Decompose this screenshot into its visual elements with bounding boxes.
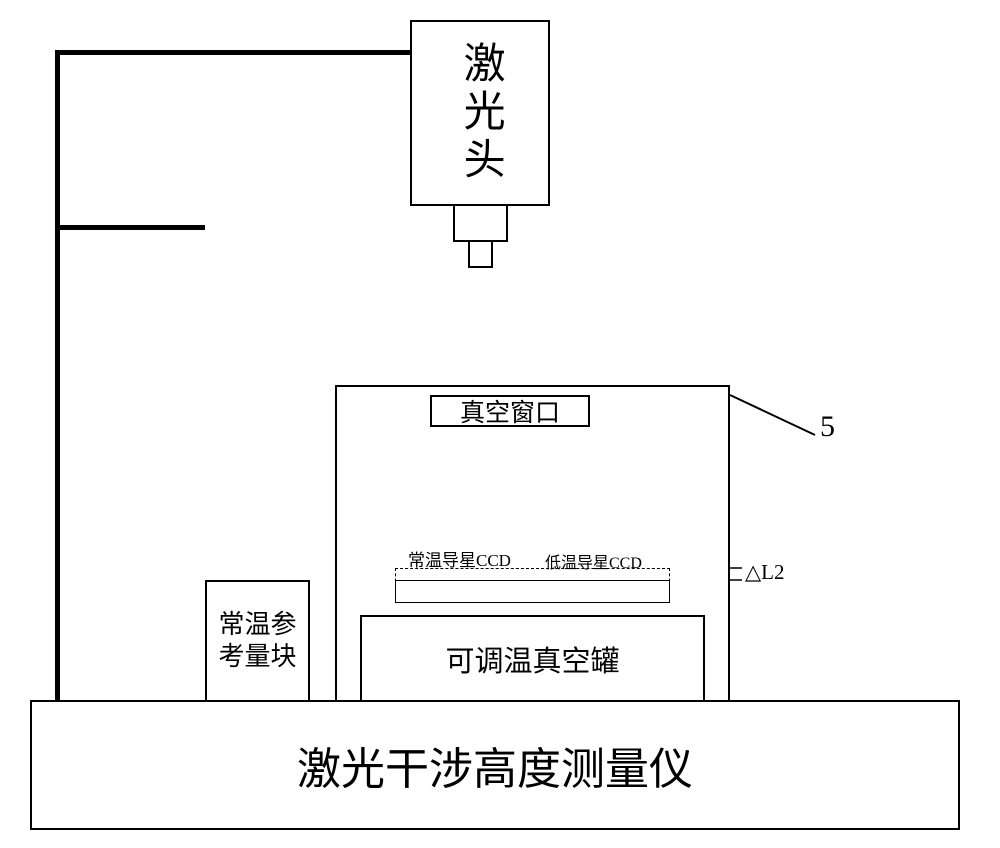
- low-temp-ccd-label: 低温导星CCD: [545, 549, 642, 573]
- interferometer-label: 激光干涉高度测量仪: [297, 733, 693, 797]
- interferometer-base: 激光干涉高度测量仪: [30, 700, 960, 830]
- arm-crossbar: [55, 225, 205, 230]
- arm-vertical: [55, 50, 60, 702]
- laser-head-label: 激光头: [457, 41, 503, 185]
- vacuum-window: 真空窗口: [430, 395, 590, 427]
- callout-5: 5: [820, 410, 835, 444]
- diagram-canvas: 激光干涉高度测量仪 常温参 考量块 真空窗口 5 可调温真空罐 常温导星CCD …: [0, 0, 1000, 848]
- arm-horizontal: [55, 50, 412, 55]
- vacuum-tank-label: 可调温真空罐: [445, 638, 619, 680]
- reference-block: 常温参 考量块: [205, 580, 310, 702]
- reference-block-label: 常温参 考量块: [218, 609, 296, 674]
- vacuum-tank: 可调温真空罐: [360, 615, 705, 702]
- vacuum-window-label: 真空窗口: [460, 393, 560, 429]
- laser-nozzle-1: [453, 206, 508, 242]
- room-temp-ccd-label: 常温导星CCD: [408, 546, 511, 571]
- laser-nozzle-2: [468, 242, 493, 268]
- ccd-low-temp: [395, 580, 670, 603]
- delta-l2-label: △L2: [745, 560, 784, 585]
- laser-head: 激光头: [410, 20, 550, 206]
